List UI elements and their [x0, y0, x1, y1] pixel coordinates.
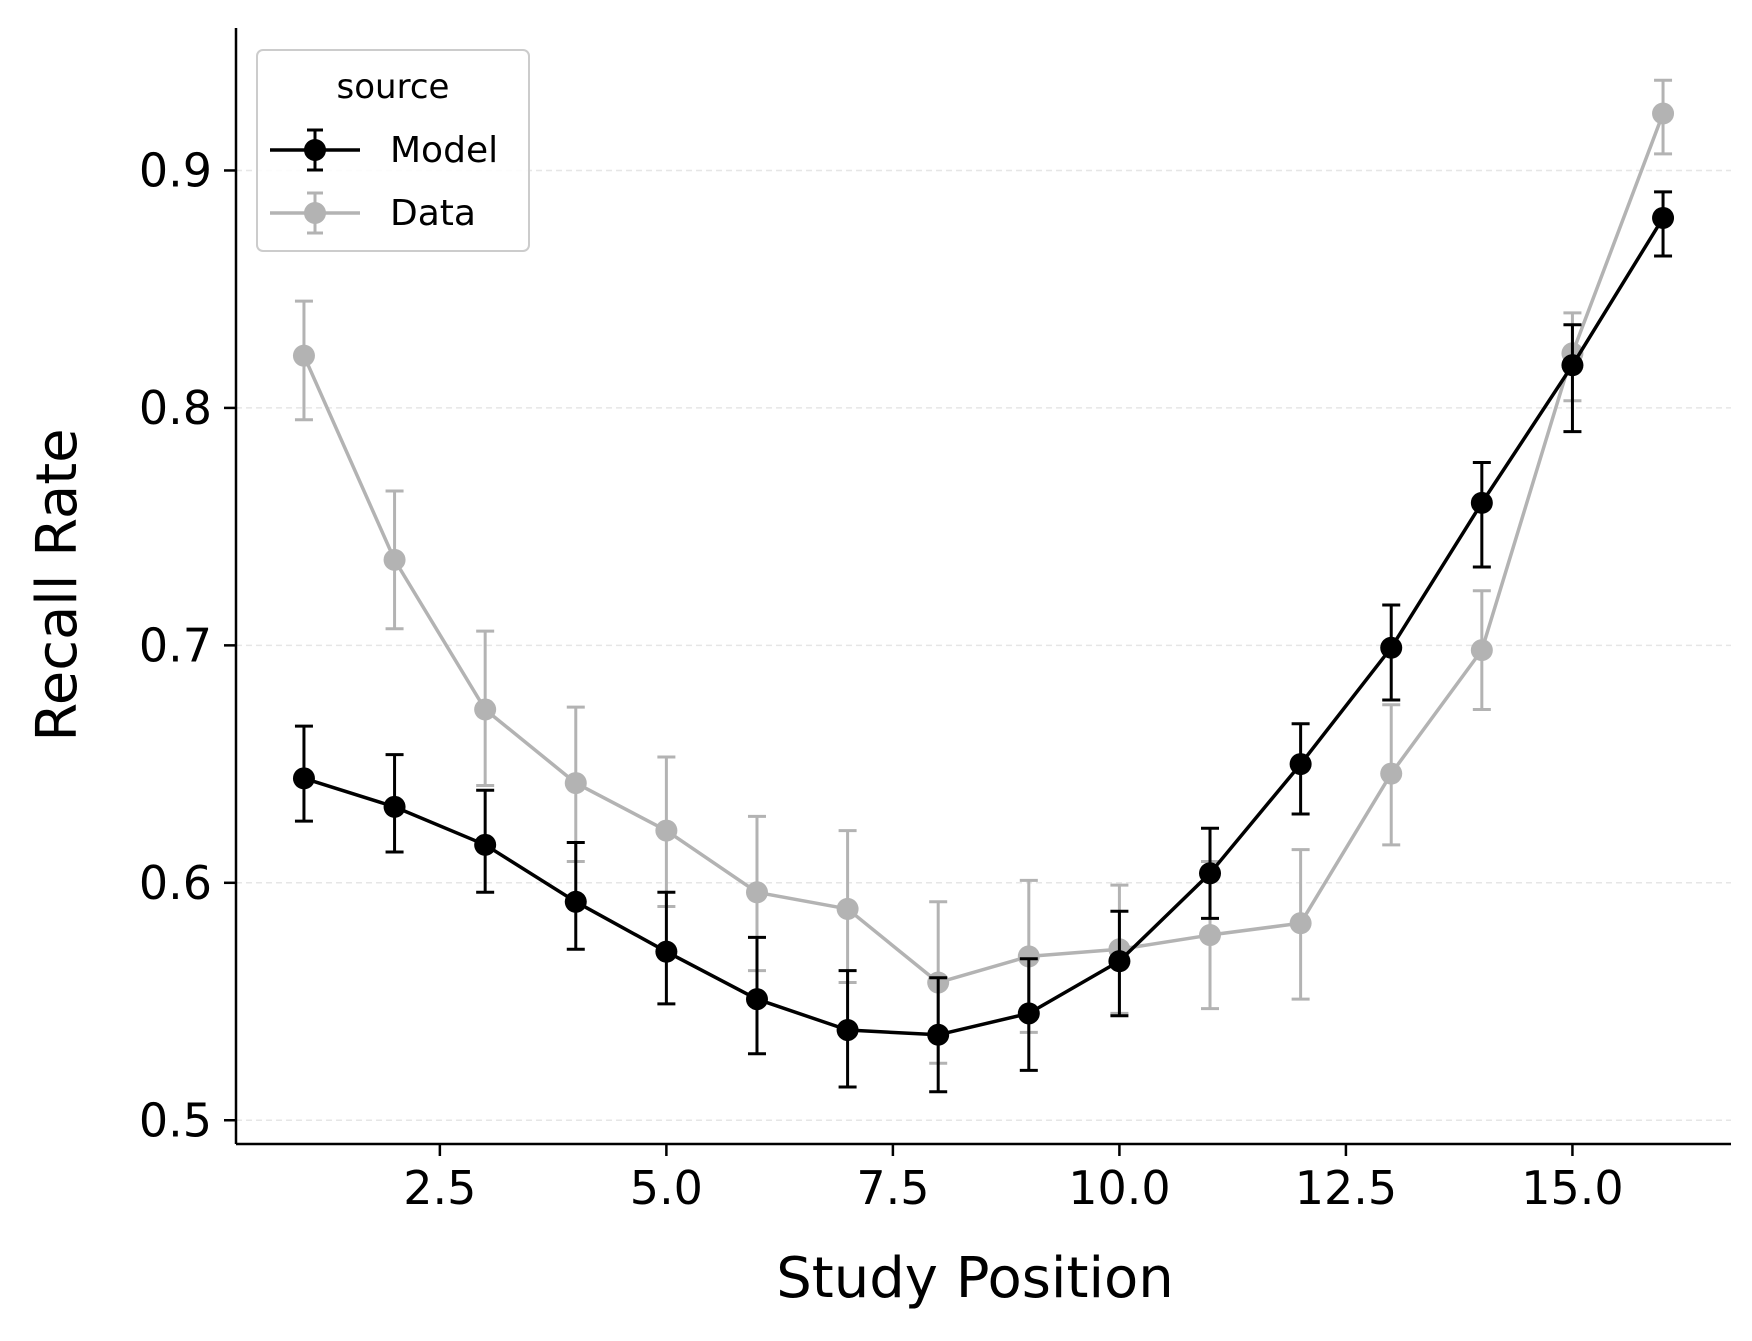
legend-data-label: Data: [390, 193, 476, 234]
model-point: [1289, 753, 1312, 776]
data-point: [745, 881, 768, 904]
model-point: [564, 890, 587, 913]
legend-frame: [256, 49, 530, 252]
y-tick-label: 0.5: [139, 1093, 212, 1147]
data-point: [655, 819, 678, 842]
model-point: [927, 1023, 950, 1046]
data-line: [302, 112, 1665, 985]
x-tick-label: 7.5: [856, 1161, 929, 1215]
model-point: [1561, 354, 1584, 377]
x-tick-label: 10.0: [1068, 1161, 1170, 1215]
model-point: [655, 940, 678, 963]
model-point: [474, 833, 497, 856]
model-point: [1380, 636, 1403, 659]
data-point: [1380, 762, 1403, 785]
grid-layer: [236, 169, 1731, 1122]
legend-model-marker: [304, 139, 326, 161]
model-line: [303, 217, 1665, 1037]
model-point: [745, 988, 768, 1011]
x-tick-label: 2.5: [403, 1161, 476, 1215]
model-point: [1652, 206, 1675, 229]
data-point: [1289, 912, 1312, 935]
y-tick-label: 0.8: [139, 381, 212, 435]
data-point: [836, 897, 859, 920]
series-data: [292, 78, 1675, 1065]
data-point: [1199, 924, 1222, 947]
y-tick-label: 0.9: [139, 143, 212, 197]
data-point: [1017, 945, 1040, 968]
data-point: [564, 772, 587, 795]
legend-title: source: [337, 67, 450, 107]
legend-entries: Model Data: [270, 128, 498, 235]
model-point: [292, 767, 315, 790]
series-layer: [292, 78, 1675, 1094]
model-point: [1017, 1002, 1040, 1025]
model-point: [1199, 862, 1222, 885]
legend-model-label: Model: [390, 130, 498, 171]
model-point: [1108, 950, 1131, 973]
model-point: [1470, 491, 1493, 514]
x-tick-label: 5.0: [630, 1161, 703, 1215]
model-point: [383, 795, 406, 818]
y-axis-label: Recall Rate: [25, 428, 90, 741]
x-axis-label: Study Position: [776, 1246, 1174, 1311]
series-model: [292, 190, 1675, 1094]
data-point: [1652, 102, 1675, 125]
data-point: [292, 344, 315, 367]
data-point: [383, 548, 406, 571]
model-point: [836, 1019, 859, 1042]
x-tick-label: 12.5: [1295, 1161, 1397, 1215]
y-tick-label: 0.7: [139, 618, 212, 672]
legend: source Model Data: [256, 49, 530, 252]
axes-layer: 2.5 5.0 7.5 10.0 12.5 15.0 0.5 0.6 0.7 0.8 0.9: [139, 28, 1731, 1215]
data-point: [1470, 639, 1493, 662]
x-tick-label: 15.0: [1521, 1161, 1623, 1215]
legend-data-marker: [304, 202, 326, 224]
y-tick-label: 0.6: [139, 856, 212, 910]
data-point: [474, 698, 497, 721]
